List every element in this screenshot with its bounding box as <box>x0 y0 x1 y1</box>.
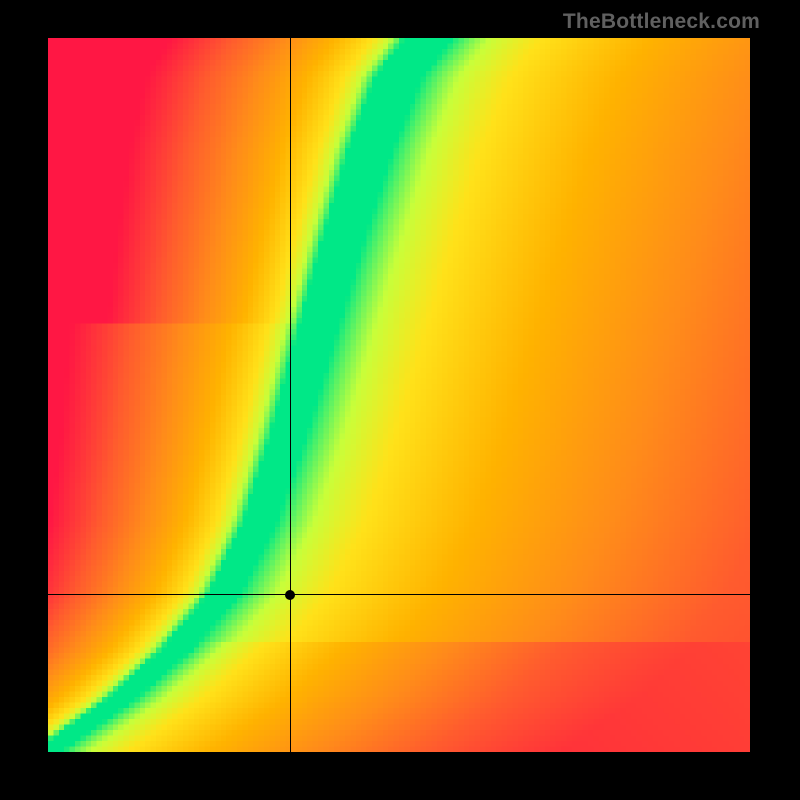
crosshair-horizontal <box>48 594 750 595</box>
chart-stage: TheBottleneck.com <box>0 0 800 800</box>
crosshair-vertical <box>290 38 291 752</box>
watermark-text: TheBottleneck.com <box>563 10 760 34</box>
bottleneck-heatmap <box>48 38 750 752</box>
